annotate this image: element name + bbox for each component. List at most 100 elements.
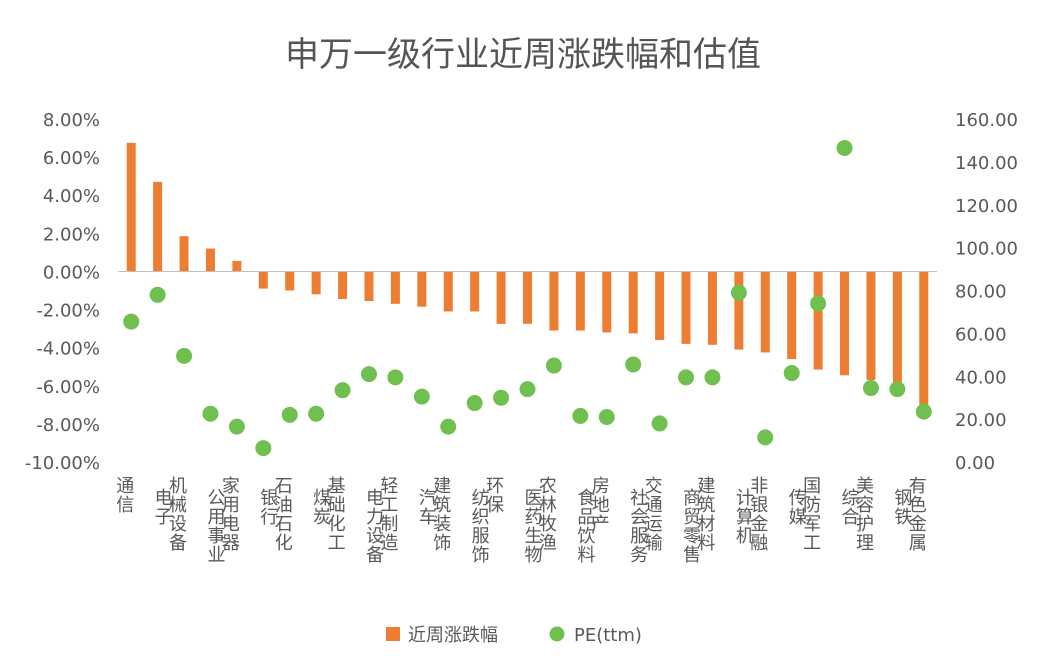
pe-point-煤炭 <box>308 405 325 422</box>
legend-swatch-dot <box>549 626 565 642</box>
pe-point-建筑装饰 <box>440 418 457 435</box>
category-label: 环保 <box>486 476 504 516</box>
bar-钢铁 <box>892 271 902 383</box>
right-tick-label: 160.00 <box>955 110 1018 131</box>
bar-通信 <box>126 142 136 272</box>
bar-家用电器 <box>232 260 242 272</box>
category-label: 通信 <box>116 476 134 516</box>
right-tick-label: 140.00 <box>955 153 1018 174</box>
bar-医药生物 <box>523 271 532 324</box>
category-label: 建筑装饰 <box>433 476 451 554</box>
pe-point-银行 <box>255 440 272 457</box>
pe-point-公用事业 <box>202 405 219 422</box>
left-tick-label: -2.00% <box>36 301 100 322</box>
bar-机械设备 <box>179 236 189 272</box>
left-tick-label: 6.00% <box>43 148 100 169</box>
pe-point-有色金属 <box>915 403 932 420</box>
category-label: 商贸零售 <box>683 488 701 566</box>
right-tick-label: 40.00 <box>955 367 1007 388</box>
pe-point-综合 <box>836 139 853 156</box>
left-tick-label: 2.00% <box>43 224 100 245</box>
category-label: 交通运输 <box>645 476 663 554</box>
right-tick-label: 100.00 <box>955 239 1018 260</box>
bar-series <box>126 142 929 405</box>
pe-point-交通运输 <box>651 415 668 432</box>
left-tick-label: 4.00% <box>43 186 100 207</box>
bar-石油石化 <box>285 271 295 291</box>
bar-交通运输 <box>655 271 665 341</box>
pe-point-商贸零售 <box>678 369 695 386</box>
category-label: 银行 <box>260 488 278 528</box>
pe-scatter-series <box>123 139 932 457</box>
bar-煤炭 <box>311 271 321 295</box>
category-label: 纺织服饰 <box>472 488 490 566</box>
pe-point-纺织服饰 <box>466 395 483 412</box>
pe-point-汽车 <box>413 388 430 405</box>
pe-point-房地产 <box>598 408 615 425</box>
category-label: 钢铁 <box>894 488 912 528</box>
category-label: 综合 <box>842 488 860 528</box>
pe-point-电子 <box>149 286 166 303</box>
category-label: 传媒 <box>789 488 807 528</box>
bar-建筑装饰 <box>443 271 453 312</box>
bar-房地产 <box>602 271 612 333</box>
pe-point-家用电器 <box>228 418 245 435</box>
legend: 近周涨跌幅 PE(ttm) <box>386 625 642 646</box>
legend-label-dot: PE(ttm) <box>574 625 642 646</box>
pe-point-国防军工 <box>810 295 827 312</box>
bar-银行 <box>258 271 268 289</box>
category-label: 家用电器 <box>222 476 240 554</box>
bar-计算机 <box>734 271 744 350</box>
bar-环保 <box>496 271 506 324</box>
left-y-axis: 8.00% 6.00% 4.00% 2.00% 0.00% -2.00% -4.00% -6.… <box>25 110 100 474</box>
bar-公用事业 <box>205 248 215 272</box>
category-label: 电力设备 <box>366 488 384 566</box>
category-label: 基础化工 <box>328 476 346 554</box>
bar-国防军工 <box>813 271 823 370</box>
pe-point-钢铁 <box>889 381 906 398</box>
category-label: 煤炭 <box>313 488 331 528</box>
pe-point-基础化工 <box>334 382 351 399</box>
left-tick-label: -10.00% <box>25 453 100 474</box>
bar-基础化工 <box>338 271 348 300</box>
right-tick-label: 120.00 <box>955 196 1018 217</box>
bar-社会服务 <box>628 271 638 334</box>
category-label: 轻工制造 <box>380 476 398 554</box>
right-tick-label: 60.00 <box>955 324 1007 345</box>
category-label: 食品饮料 <box>577 488 595 566</box>
pe-point-农林牧渔 <box>545 357 562 374</box>
pe-point-美容护理 <box>862 380 879 397</box>
left-tick-label: -6.00% <box>36 377 100 398</box>
bar-综合 <box>840 271 850 376</box>
chart-title: 申万一级行业近周涨跌幅和估值 <box>285 35 761 75</box>
bar-美容护理 <box>866 271 876 381</box>
left-tick-label: -4.00% <box>36 339 100 360</box>
bar-建筑材料 <box>707 271 717 345</box>
bar-食品饮料 <box>575 271 585 331</box>
pe-point-石油石化 <box>281 406 298 423</box>
bar-非银金融 <box>760 271 770 353</box>
category-label: 石油石化 <box>275 476 293 554</box>
category-label: 电子 <box>155 488 173 528</box>
right-tick-label: 80.00 <box>955 282 1007 303</box>
legend-swatch-bar <box>386 627 400 641</box>
category-label: 房地产 <box>592 476 610 535</box>
pe-point-通信 <box>123 313 140 330</box>
bar-商贸零售 <box>681 271 691 344</box>
category-label: 建筑材料 <box>697 476 715 554</box>
right-y-axis: 160.00 140.00 120.00 100.00 80.00 60.00 40.00 2… <box>955 110 1018 474</box>
pe-point-社会服务 <box>625 356 642 373</box>
left-tick-label: 8.00% <box>43 110 100 131</box>
category-label: 公用事业 <box>207 488 225 566</box>
category-label: 医药生物 <box>525 488 543 566</box>
pe-point-传媒 <box>783 365 800 382</box>
category-label: 社会服务 <box>630 488 648 566</box>
category-label: 非银金融 <box>750 476 768 554</box>
category-label: 国防军工 <box>803 476 821 554</box>
bar-电力设备 <box>364 271 374 301</box>
left-tick-label: 0.00% <box>43 262 100 283</box>
pe-point-轻工制造 <box>387 369 404 386</box>
bar-轻工制造 <box>390 271 400 304</box>
